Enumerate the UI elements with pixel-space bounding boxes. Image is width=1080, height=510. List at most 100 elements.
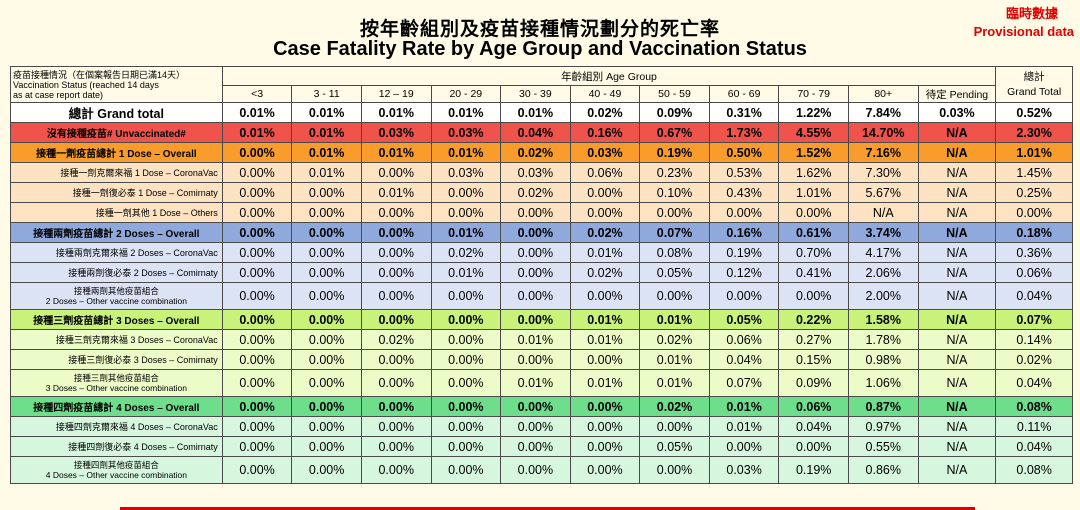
table-cell: 0.08%: [995, 396, 1073, 417]
table-cell: 0.00%: [430, 202, 502, 223]
table-cell: 0.00%: [360, 349, 432, 370]
table-cell: N/A: [917, 122, 997, 143]
table-cell: 0.06%: [995, 262, 1073, 283]
table-cell: 0.14%: [995, 329, 1073, 350]
table-cell: 0.01%: [500, 369, 571, 397]
table-cell: 0.02%: [430, 242, 502, 263]
table-row: 接種兩劑疫苗總計 2 Doses – Overall 0.00% 0.00% 0.00…: [10, 222, 1073, 243]
table-cell: 0.19%: [778, 456, 849, 484]
table-cell: 0.03%: [430, 162, 502, 183]
table-cell: 0.00%: [291, 396, 362, 417]
table-cell: 4.55%: [778, 122, 849, 143]
table-cell: 0.00%: [639, 202, 710, 223]
row-label: 接種兩劑克爾來福 2 Doses – CoronaVac: [10, 242, 223, 263]
table-cell: 0.00%: [569, 182, 641, 203]
table-cell: 0.01%: [500, 102, 571, 123]
table-cell: 0.00%: [221, 182, 293, 203]
table-cell: 0.00%: [569, 396, 641, 417]
table-cell: 0.00%: [500, 202, 571, 223]
column-header: 12 – 19: [360, 85, 432, 103]
table-cell: 0.00%: [291, 369, 362, 397]
table-cell: 0.00%: [360, 396, 432, 417]
table-cell: N/A: [917, 369, 997, 397]
table-cell: 0.01%: [708, 396, 780, 417]
table-cell: 0.00%: [291, 182, 362, 203]
table-cell: 0.08%: [995, 456, 1073, 484]
page-title-zh: 按年齡組別及疫苗接種情況劃分的死亡率: [359, 18, 720, 40]
table-cell: 0.86%: [847, 456, 919, 484]
table-row: 接種一劑其他 1 Dose – Others 0.00% 0.00% 0.00% 0.0…: [10, 202, 1073, 223]
column-header: 80+: [847, 85, 919, 103]
table-cell: 1.22%: [778, 102, 849, 123]
column-header: <3: [221, 85, 293, 103]
row-label: 接種四劑其他疫苗組合 4 Doses – Other vaccine combin…: [10, 456, 223, 484]
table-cell: 4.17%: [847, 242, 919, 263]
table-cell: N/A: [847, 202, 919, 223]
table-cell: 0.02%: [569, 102, 641, 123]
table-cell: 0.00%: [221, 456, 293, 484]
table-cell: 0.00%: [221, 142, 293, 163]
table-cell: 0.02%: [500, 142, 571, 163]
row-label: 接種三劑疫苗總計 3 Doses – Overall: [10, 309, 223, 330]
table-cell: 0.00%: [708, 282, 780, 310]
table-cell: 0.00%: [291, 222, 362, 243]
table-cell: 0.00%: [291, 329, 362, 350]
row-label: 接種四劑克爾來福 4 Doses – CoronaVac: [10, 416, 223, 437]
table-cell: 0.55%: [847, 436, 919, 457]
table-row: 接種四劑其他疫苗組合 4 Doses – Other vaccine combin…: [10, 456, 1073, 484]
table-cell: 0.52%: [995, 102, 1073, 123]
table-cell: N/A: [917, 396, 997, 417]
table-cell: 0.01%: [430, 102, 502, 123]
row-label-en: 2 Doses – Other vaccine combination: [45, 296, 188, 306]
table-cell: 0.00%: [639, 456, 710, 484]
table-cell: 0.02%: [639, 396, 710, 417]
table-cell: 0.61%: [778, 222, 849, 243]
table-cell: 0.00%: [500, 242, 571, 263]
table-cell: 0.01%: [221, 102, 293, 123]
table-cell: 0.19%: [639, 142, 710, 163]
table-cell: 0.00%: [708, 436, 780, 457]
table-cell: 0.00%: [360, 436, 432, 457]
table-row: 接種兩劑其他疫苗組合 2 Doses – Other vaccine combin…: [10, 282, 1073, 310]
table-cell: 0.00%: [430, 309, 502, 330]
column-header: 3 - 11: [291, 85, 362, 103]
row-label: 接種兩劑復必泰 2 Doses – Comirnaty: [10, 262, 223, 283]
table-cell: 0.00%: [291, 436, 362, 457]
table-cell: 0.04%: [778, 416, 849, 437]
table-cell: 0.04%: [995, 369, 1073, 397]
table-cell: 0.01%: [291, 122, 362, 143]
table-cell: 0.05%: [639, 262, 710, 283]
row-label: 接種兩劑疫苗總計 2 Doses – Overall: [10, 222, 223, 243]
table-row: 接種三劑其他疫苗組合 3 Doses – Other vaccine combin…: [10, 369, 1073, 397]
table-cell: 0.08%: [639, 242, 710, 263]
table-cell: 0.06%: [569, 162, 641, 183]
table-cell: 0.05%: [639, 436, 710, 457]
table-cell: N/A: [917, 416, 997, 437]
table-cell: N/A: [917, 182, 997, 203]
row-label: 接種四劑復必泰 4 Doses – Comirnaty: [10, 436, 223, 457]
table-cell: 0.00%: [291, 349, 362, 370]
header-status-zh: 疫苗接種情況（在個案報告日期已滿14天）: [13, 69, 186, 80]
table-cell: 0.00%: [291, 309, 362, 330]
row-label: 接種三劑克爾來福 3 Doses – CoronaVac: [10, 329, 223, 350]
table-cell: 0.05%: [708, 309, 780, 330]
table-cell: 0.98%: [847, 349, 919, 370]
table-cell: 0.00%: [221, 416, 293, 437]
table-cell: 0.01%: [569, 369, 641, 397]
header-status-en1: Vaccination Status (reached 14 days: [13, 79, 159, 90]
table-cell: 0.00%: [430, 396, 502, 417]
table-row: 接種四劑克爾來福 4 Doses – CoronaVac 0.00% 0.00% 0.…: [10, 416, 1073, 437]
table-cell: 3.74%: [847, 222, 919, 243]
table-cell: 7.16%: [847, 142, 919, 163]
table-cell: 0.01%: [430, 222, 502, 243]
table-cell: 0.25%: [995, 182, 1073, 203]
table-cell: N/A: [917, 242, 997, 263]
table-cell: 0.41%: [778, 262, 849, 283]
table-cell: 0.22%: [778, 309, 849, 330]
table-cell: 0.01%: [360, 182, 432, 203]
row-label: 總計 Grand total: [10, 102, 223, 123]
table-row: 總計 Grand total 0.01% 0.01% 0.01% 0.01% 0.01% 0…: [10, 102, 1073, 123]
table-cell: 0.00%: [430, 416, 502, 437]
table-cell: 0.36%: [995, 242, 1073, 263]
table-cell: 0.00%: [778, 436, 849, 457]
